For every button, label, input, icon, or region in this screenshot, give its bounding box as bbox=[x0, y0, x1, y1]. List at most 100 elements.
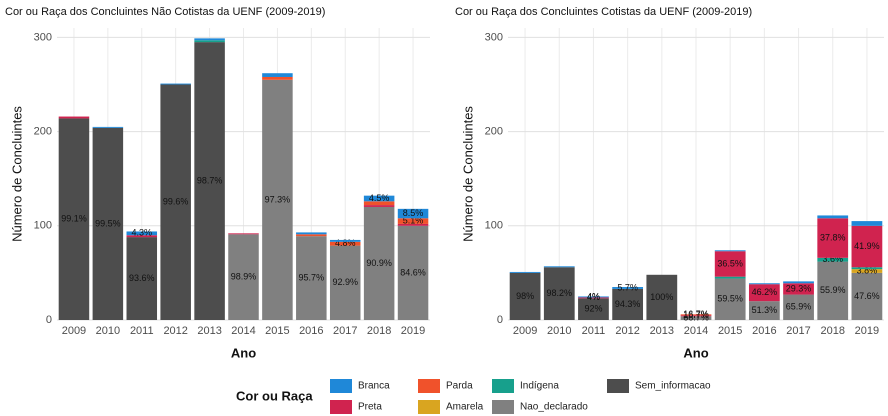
bar-segment bbox=[680, 315, 712, 317]
bar-segment bbox=[851, 272, 883, 320]
data-label: 59.5% bbox=[717, 294, 743, 304]
x-tick-label: 2013 bbox=[650, 325, 674, 337]
data-label: 98.2% bbox=[547, 288, 573, 298]
y-tick-label: 0 bbox=[497, 314, 503, 326]
x-tick-label: 2012 bbox=[163, 325, 187, 337]
legend-label: Amarela bbox=[446, 402, 484, 413]
y-tick-label: 100 bbox=[34, 220, 52, 232]
bar-segment bbox=[509, 272, 541, 320]
legend-label: Sem_informacao bbox=[635, 381, 711, 392]
legend-swatch bbox=[492, 379, 514, 393]
x-tick-label: 2009 bbox=[62, 325, 86, 337]
bar-segment bbox=[748, 301, 780, 320]
y-axis-title: Número de Concluintes bbox=[460, 106, 475, 242]
y-axis-title: Número de Concluintes bbox=[9, 106, 24, 242]
x-tick-label: 2015 bbox=[718, 325, 742, 337]
legend-label: Preta bbox=[358, 402, 382, 413]
x-tick-label: 2012 bbox=[615, 325, 639, 337]
bar-segment bbox=[714, 276, 746, 279]
legend-label: Nao_declarado bbox=[520, 402, 588, 413]
data-label: 16.7% bbox=[683, 309, 709, 319]
x-tick-label: 2011 bbox=[582, 325, 606, 337]
y-tick-label: 0 bbox=[46, 314, 52, 326]
data-label: 98% bbox=[516, 291, 534, 301]
data-label: 51.3% bbox=[752, 305, 778, 315]
bar-segment bbox=[817, 257, 849, 262]
bar-segment bbox=[543, 267, 575, 320]
data-label: 98.9% bbox=[231, 272, 257, 282]
data-label: 29.3% bbox=[786, 283, 812, 293]
x-tick-label: 2016 bbox=[752, 325, 776, 337]
data-label: 3.8% bbox=[857, 265, 878, 275]
legend-swatch bbox=[418, 379, 440, 393]
legend-swatch bbox=[330, 400, 352, 414]
bar-segment bbox=[578, 298, 609, 320]
data-label: 84.6% bbox=[400, 267, 426, 277]
bar-segment bbox=[262, 79, 293, 320]
bar-segment bbox=[126, 231, 158, 236]
data-label: 100% bbox=[650, 292, 673, 302]
data-label: 36.5% bbox=[717, 258, 743, 268]
bar-segment bbox=[262, 76, 293, 80]
bar-segment bbox=[329, 241, 361, 246]
data-label: 93.6% bbox=[129, 273, 155, 283]
data-label: 97.3% bbox=[265, 194, 291, 204]
data-label: 98.7% bbox=[197, 175, 223, 185]
bar-segment bbox=[748, 283, 780, 285]
bar-segment bbox=[397, 225, 429, 320]
bar-segment bbox=[126, 237, 158, 320]
data-label: 99.5% bbox=[95, 218, 121, 228]
bar-segment bbox=[329, 239, 361, 242]
legend-swatch bbox=[418, 400, 440, 414]
x-tick-label: 2019 bbox=[855, 325, 879, 337]
bar-segment bbox=[680, 314, 712, 316]
data-label: 8.5% bbox=[403, 208, 424, 218]
data-label: 99.6% bbox=[163, 197, 189, 207]
y-tick-label: 300 bbox=[485, 31, 503, 43]
bar-segment bbox=[612, 288, 644, 320]
bar-segment bbox=[363, 205, 395, 207]
legend-title: Cor ou Raça bbox=[236, 388, 313, 403]
data-label: 66.7% bbox=[683, 312, 709, 322]
x-tick-label: 2015 bbox=[265, 325, 289, 337]
bar-segment bbox=[194, 40, 225, 43]
y-tick-label: 200 bbox=[34, 126, 52, 138]
y-tick-label: 300 bbox=[34, 31, 52, 43]
bar-segment bbox=[543, 266, 575, 268]
bar-segment bbox=[296, 234, 327, 237]
data-label: 4.8% bbox=[335, 238, 356, 248]
x-tick-label: 2010 bbox=[96, 325, 120, 337]
bar-segment bbox=[851, 267, 883, 270]
x-tick-label: 2009 bbox=[513, 325, 537, 337]
data-label: 92% bbox=[584, 304, 602, 314]
chart-title: Cor ou Raça dos Concluintes Cotistas da … bbox=[455, 6, 752, 18]
bar-segment bbox=[714, 250, 746, 252]
x-tick-label: 2014 bbox=[231, 325, 255, 337]
data-label: 46.2% bbox=[752, 287, 778, 297]
bar-segment bbox=[228, 234, 259, 320]
x-tick-label: 2010 bbox=[547, 325, 571, 337]
data-label: 4.5% bbox=[369, 193, 390, 203]
bar-segment bbox=[194, 38, 225, 41]
bar-segment bbox=[578, 297, 609, 299]
bar-segment bbox=[578, 296, 609, 298]
bar-segment bbox=[714, 278, 746, 320]
data-label: 92.9% bbox=[332, 277, 358, 287]
bar-segment bbox=[228, 233, 259, 235]
x-axis-title: Ano bbox=[231, 345, 256, 360]
y-tick-label: 200 bbox=[485, 126, 503, 138]
y-tick-label: 100 bbox=[485, 220, 503, 232]
bar-segment bbox=[817, 261, 849, 320]
bar-segment bbox=[646, 274, 678, 320]
legend-label: Branca bbox=[358, 381, 390, 392]
data-label: 65.9% bbox=[786, 302, 812, 312]
bar-segment bbox=[783, 283, 814, 295]
data-label: 3.6% bbox=[822, 254, 843, 264]
bar-segment bbox=[194, 42, 225, 321]
bar-segment bbox=[363, 201, 395, 206]
legend-swatch bbox=[607, 379, 629, 393]
bar-segment bbox=[817, 218, 849, 258]
x-axis-title: Ano bbox=[683, 345, 708, 360]
x-tick-label: 2013 bbox=[197, 325, 221, 337]
x-tick-label: 2016 bbox=[299, 325, 323, 337]
